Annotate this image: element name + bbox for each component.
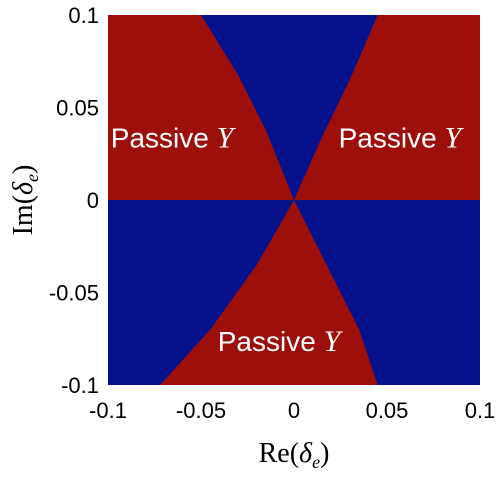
x-tick-label: -0.1 <box>89 398 127 423</box>
passive-regions <box>108 15 480 385</box>
region-label-upper-right: Passive Y <box>339 121 465 154</box>
y-tick-label: 0 <box>87 188 99 213</box>
y-tick-label: 0.05 <box>56 96 99 121</box>
y-axis-label: Im(δe) <box>8 165 42 236</box>
x-tick-label: -0.05 <box>176 398 226 423</box>
x-axis-label: Re(δe) <box>259 438 330 472</box>
x-tick-label: 0.1 <box>465 398 496 423</box>
passive-region-lower <box>160 200 378 385</box>
y-tick-label: 0.1 <box>68 3 99 28</box>
region-annotations: Passive Y Passive Y Passive Y <box>111 121 465 358</box>
region-label-lower: Passive Y <box>218 325 344 358</box>
region-label-upper-left: Passive Y <box>111 121 237 154</box>
y-tick-label: -0.1 <box>61 373 99 398</box>
x-tick-label: 0.05 <box>366 398 409 423</box>
x-tick-label: 0 <box>288 398 300 423</box>
passive-region-upper-left <box>108 15 294 200</box>
passive-region-upper-right <box>294 15 480 200</box>
y-tick-label: -0.05 <box>49 281 99 306</box>
axis-tick-labels: -0.1 -0.05 0 0.05 0.1 0.1 0.05 0 -0.05 -0.1 <box>49 3 495 423</box>
